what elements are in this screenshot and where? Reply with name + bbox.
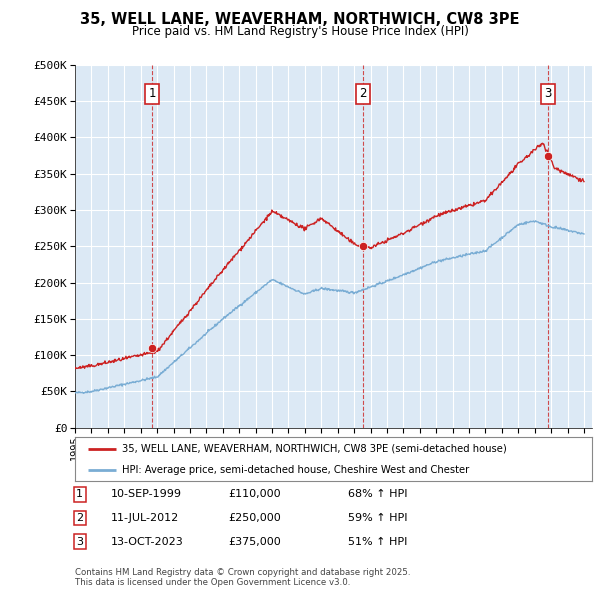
- Text: 59% ↑ HPI: 59% ↑ HPI: [348, 513, 407, 523]
- Text: 35, WELL LANE, WEAVERHAM, NORTHWICH, CW8 3PE: 35, WELL LANE, WEAVERHAM, NORTHWICH, CW8…: [80, 12, 520, 27]
- Text: Price paid vs. HM Land Registry's House Price Index (HPI): Price paid vs. HM Land Registry's House …: [131, 25, 469, 38]
- Text: Contains HM Land Registry data © Crown copyright and database right 2025.
This d: Contains HM Land Registry data © Crown c…: [75, 568, 410, 587]
- Text: 2: 2: [359, 87, 367, 100]
- Text: 51% ↑ HPI: 51% ↑ HPI: [348, 537, 407, 546]
- Text: 3: 3: [76, 537, 83, 546]
- Text: £375,000: £375,000: [228, 537, 281, 546]
- Text: £110,000: £110,000: [228, 490, 281, 499]
- Text: 1: 1: [76, 490, 83, 499]
- Text: HPI: Average price, semi-detached house, Cheshire West and Chester: HPI: Average price, semi-detached house,…: [122, 465, 469, 475]
- Text: 1: 1: [148, 87, 156, 100]
- Text: 68% ↑ HPI: 68% ↑ HPI: [348, 490, 407, 499]
- Text: £250,000: £250,000: [228, 513, 281, 523]
- Text: 10-SEP-1999: 10-SEP-1999: [111, 490, 182, 499]
- Text: 11-JUL-2012: 11-JUL-2012: [111, 513, 179, 523]
- Text: 35, WELL LANE, WEAVERHAM, NORTHWICH, CW8 3PE (semi-detached house): 35, WELL LANE, WEAVERHAM, NORTHWICH, CW8…: [122, 444, 506, 454]
- Text: 2: 2: [76, 513, 83, 523]
- Text: 3: 3: [544, 87, 551, 100]
- Text: 13-OCT-2023: 13-OCT-2023: [111, 537, 184, 546]
